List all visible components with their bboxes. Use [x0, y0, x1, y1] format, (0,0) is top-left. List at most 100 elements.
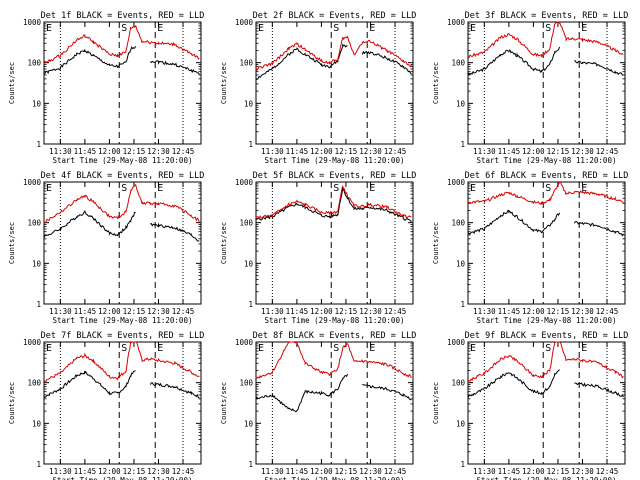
lld-series-line [43, 25, 200, 65]
x-tick-label: 11:45 [498, 147, 521, 156]
x-tick-label: 12:30 [147, 147, 170, 156]
events-series-line [43, 209, 136, 239]
y-axis-label: Counts/sec [220, 62, 228, 104]
x-axis-label: Start Time (29-May-08 11:20:00) [53, 316, 193, 325]
x-tick-label: 11:30 [261, 307, 284, 316]
marker-label: E [581, 343, 587, 354]
x-tick-label: 12:00 [522, 467, 545, 476]
detector-panel-7: Det 7f BLACK = Events, RED = LLD 1 10 100 10… [8, 331, 204, 480]
x-tick-label: 12:30 [571, 147, 594, 156]
lld-series-line [255, 185, 412, 221]
x-tick-label: 12:45 [172, 147, 195, 156]
x-tick-label: 12:30 [571, 467, 594, 476]
lld-series-line [43, 184, 200, 224]
x-tick-label: 11:45 [74, 307, 97, 316]
marker-label: E [581, 183, 587, 194]
events-series-line [574, 382, 624, 398]
x-tick-label: 11:30 [261, 147, 284, 156]
x-tick-label: 12:00 [310, 147, 333, 156]
x-tick-label: 12:15 [335, 467, 358, 476]
marker-label: E [157, 23, 163, 34]
x-tick-label: 12:15 [335, 147, 358, 156]
events-series-line [467, 209, 561, 235]
events-series-line [255, 43, 348, 80]
y-tick-label: 10 [456, 419, 466, 428]
y-tick-label: 1 [36, 300, 41, 309]
x-tick-label: 11:30 [49, 467, 72, 476]
y-axis-label: Counts/sec [220, 222, 228, 264]
y-tick-label: 1 [36, 460, 41, 469]
y-tick-label: 100 [27, 379, 41, 388]
y-tick-label: 10 [244, 259, 254, 268]
marker-label: S [121, 23, 127, 34]
x-tick-label: 12:30 [147, 467, 170, 476]
events-series-line [467, 369, 560, 398]
marker-label: S [545, 183, 551, 194]
x-tick-label: 12:30 [147, 307, 170, 316]
events-series-line [150, 222, 200, 242]
plot-frame [255, 21, 414, 145]
y-tick-label: 10 [32, 259, 42, 268]
x-tick-label: 11:45 [74, 147, 97, 156]
marker-label: E [157, 183, 163, 194]
marker-label: E [470, 343, 476, 354]
plot-frame [467, 181, 626, 305]
panel-title: Det 4f BLACK = Events, RED = LLD [41, 171, 205, 181]
y-tick-label: 10 [32, 419, 42, 428]
x-tick-label: 11:45 [286, 147, 309, 156]
plot-frame [43, 21, 202, 145]
x-tick-label: 12:30 [359, 147, 382, 156]
marker-label: E [258, 343, 264, 354]
x-axis-label: Start Time (29-May-08 11:20:00) [477, 476, 617, 480]
marker-label: S [545, 23, 551, 34]
lld-series-line [43, 341, 200, 383]
y-tick-label: 1 [248, 460, 253, 469]
events-series-line [43, 45, 137, 74]
x-tick-label: 12:00 [522, 307, 545, 316]
panel-title: Det 7f BLACK = Events, RED = LLD [41, 331, 205, 341]
x-tick-label: 12:00 [310, 467, 333, 476]
x-tick-label: 12:15 [547, 147, 570, 156]
x-tick-label: 11:30 [49, 147, 72, 156]
detector-panel-6: Det 6f BLACK = Events, RED = LLD 1 10 100 10… [432, 171, 628, 325]
detector-panel-9: Det 9f BLACK = Events, RED = LLD 1 10 100 10… [432, 331, 628, 480]
panel-title: Det 5f BLACK = Events, RED = LLD [253, 171, 417, 181]
x-tick-label: 12:45 [172, 467, 195, 476]
x-tick-label: 12:15 [123, 147, 146, 156]
events-series-line [255, 373, 349, 413]
x-tick-label: 12:15 [335, 307, 358, 316]
marker-label: S [121, 183, 127, 194]
panel-title: Det 9f BLACK = Events, RED = LLD [465, 331, 629, 341]
x-tick-label: 11:45 [74, 467, 97, 476]
events-series-line [149, 60, 200, 75]
plot-frame [467, 21, 626, 145]
plot-frame [255, 341, 414, 465]
events-series-line [43, 370, 136, 399]
y-axis-label: Counts/sec [220, 382, 228, 424]
detector-panel-8: Det 8f BLACK = Events, RED = LLD 1 10 100 10… [220, 331, 416, 480]
x-tick-label: 12:45 [596, 467, 619, 476]
x-tick-label: 11:30 [473, 467, 496, 476]
events-series-line [255, 187, 412, 223]
y-tick-label: 100 [239, 379, 253, 388]
lld-series-line [467, 341, 624, 382]
x-tick-label: 12:00 [98, 467, 121, 476]
x-tick-label: 11:45 [498, 307, 521, 316]
panel-title: Det 6f BLACK = Events, RED = LLD [465, 171, 629, 181]
x-tick-label: 11:30 [261, 467, 284, 476]
y-tick-label: 10 [32, 99, 42, 108]
y-tick-label: 100 [239, 59, 253, 68]
y-tick-label: 1000 [23, 338, 42, 347]
x-tick-label: 12:00 [98, 147, 121, 156]
y-tick-label: 1000 [447, 178, 466, 187]
y-tick-label: 1000 [235, 338, 254, 347]
y-tick-label: 1000 [447, 338, 466, 347]
x-tick-label: 12:30 [571, 307, 594, 316]
plot-frame [43, 341, 202, 465]
x-axis-label: Start Time (29-May-08 11:20:00) [265, 156, 405, 165]
events-series-line [573, 220, 624, 237]
marker-label: E [46, 183, 52, 194]
x-tick-label: 12:45 [384, 467, 407, 476]
panel-title: Det 3f BLACK = Events, RED = LLD [465, 11, 629, 21]
